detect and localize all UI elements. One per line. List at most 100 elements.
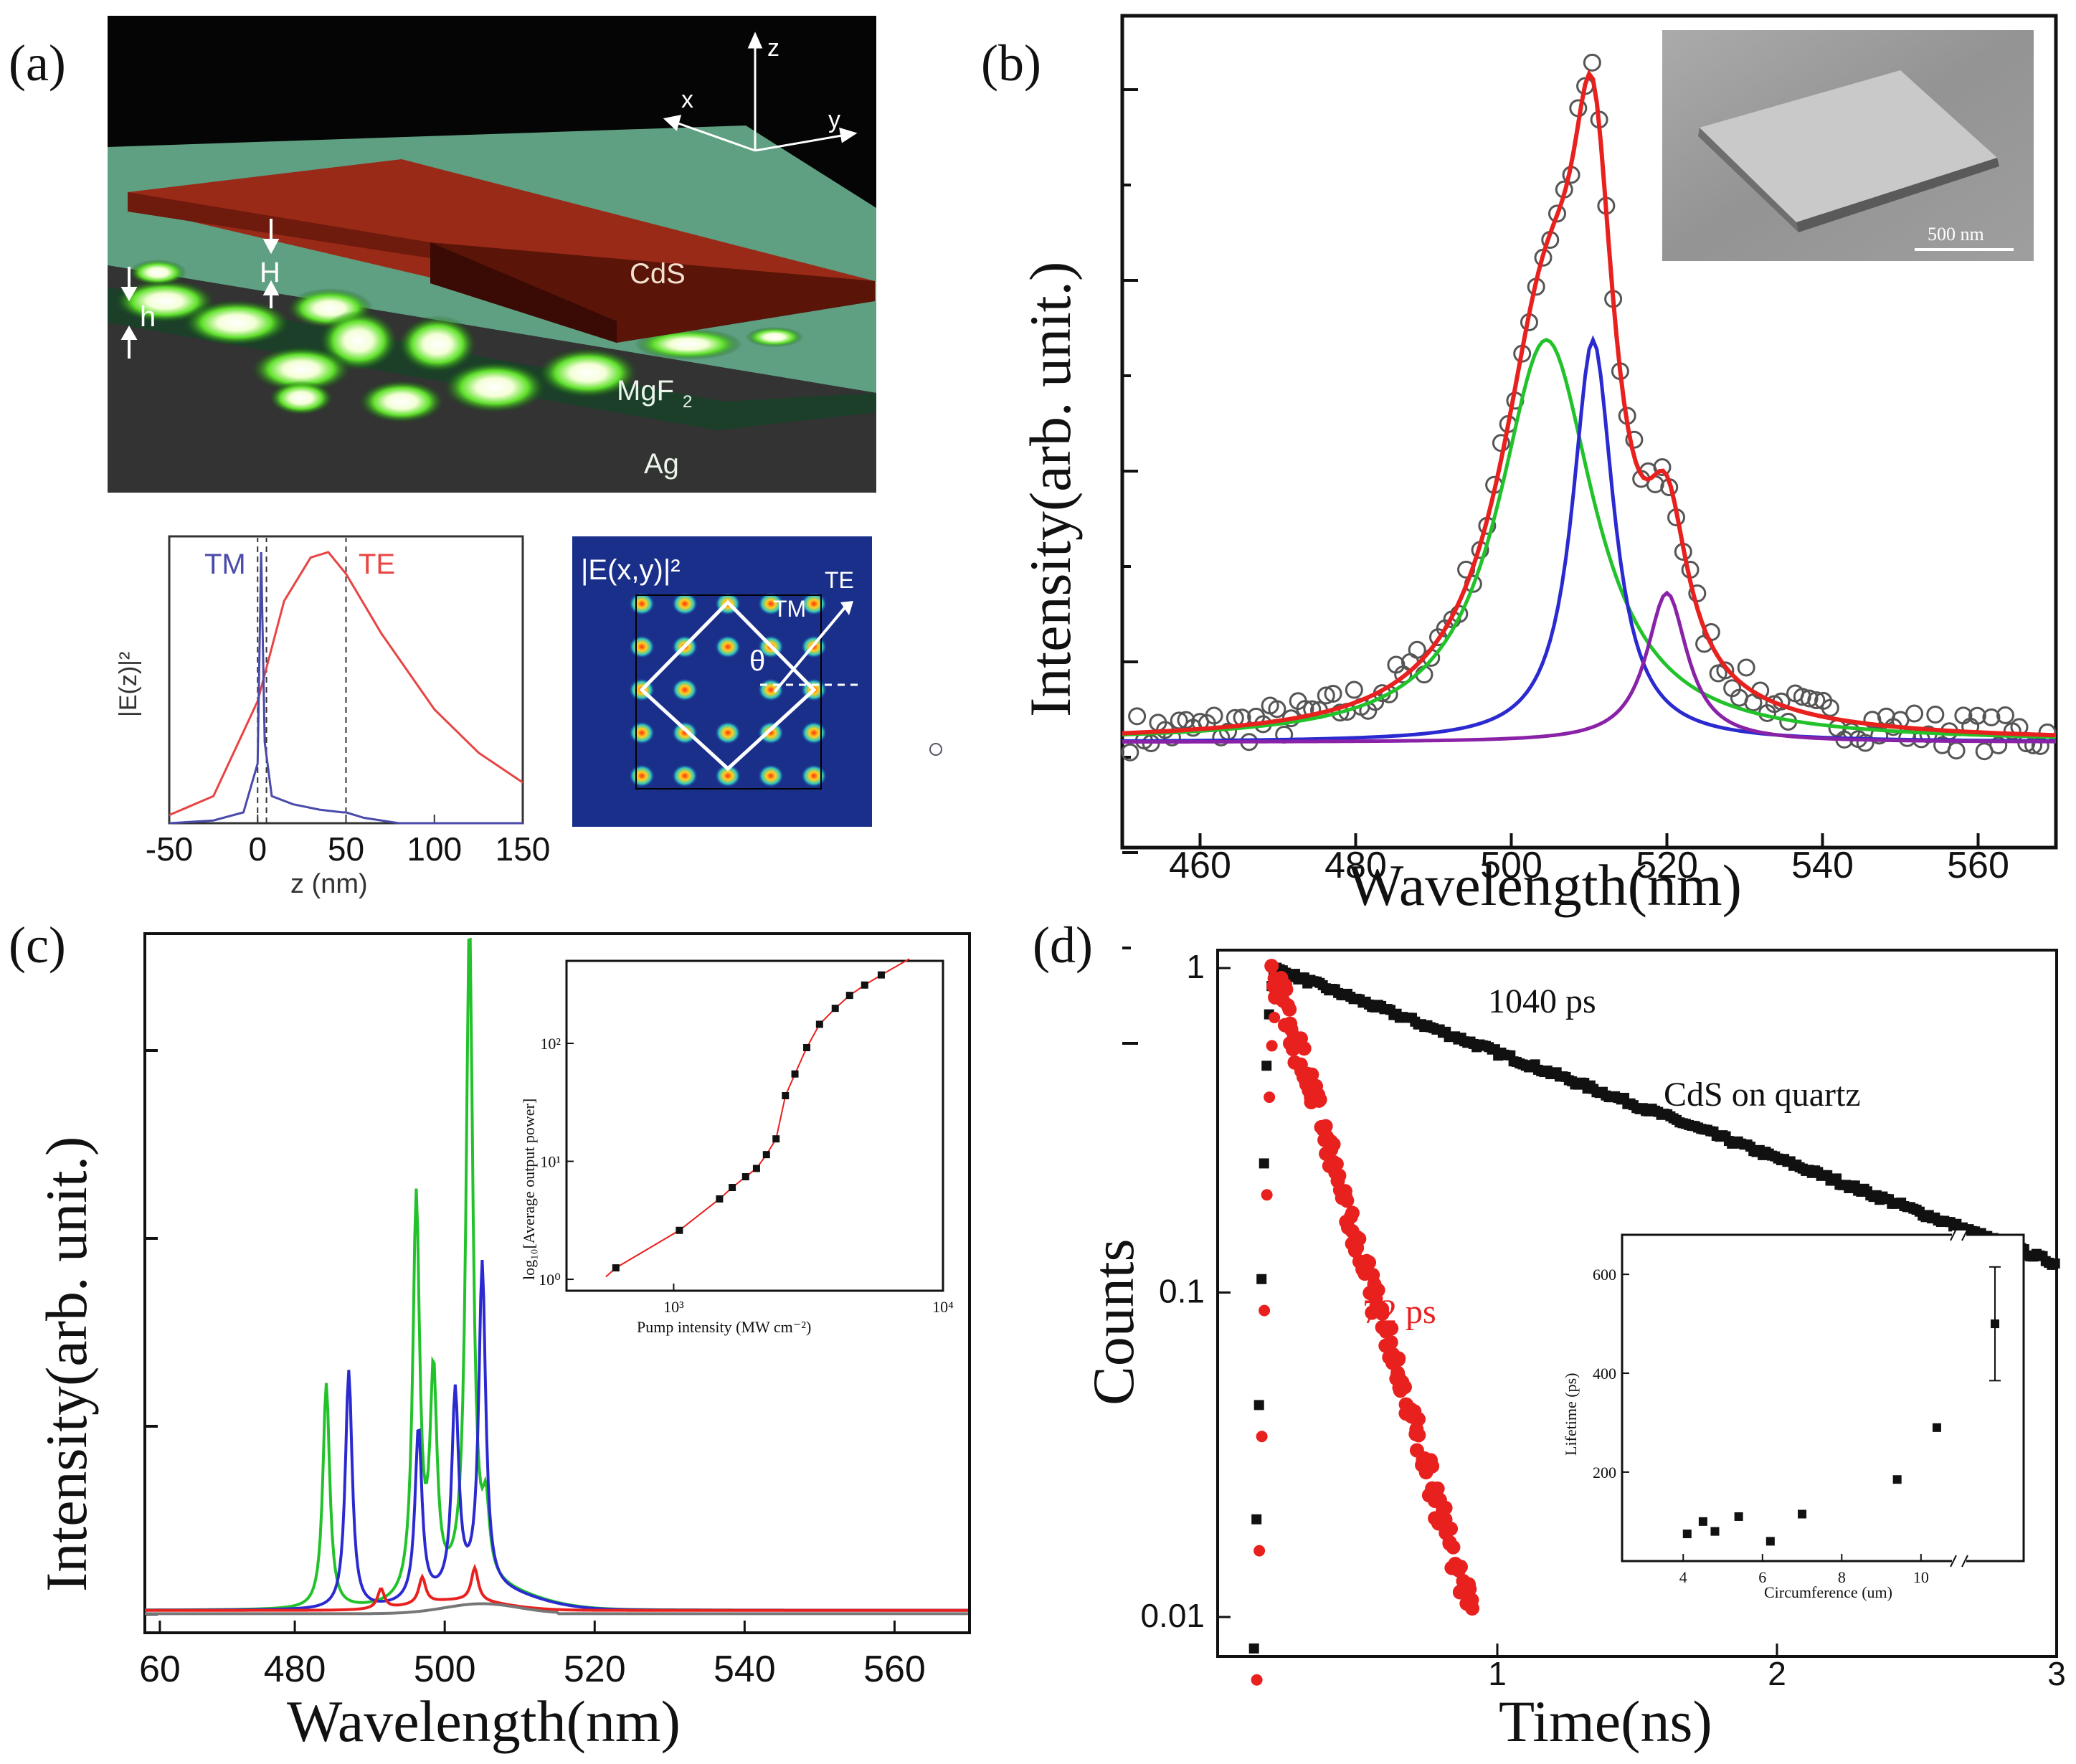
ci-point [803, 1043, 811, 1051]
c-xtick-label: 540 [714, 1649, 776, 1690]
map-hotspot [801, 764, 827, 787]
ci-point [729, 1184, 736, 1192]
map-hotspot [758, 678, 784, 701]
field-hotspots [115, 260, 803, 423]
d-red-point [1425, 1459, 1440, 1474]
c-xtick-label: 520 [564, 1649, 626, 1690]
di-point [1682, 1530, 1692, 1539]
d-red-point [1446, 1540, 1461, 1555]
di-xtick-label: 10 [1913, 1568, 1929, 1586]
b-data-point [1408, 640, 1426, 659]
c-xtick-label: 560 [863, 1649, 926, 1690]
c-inset: 10³ 10⁴ 10⁰ 10¹ 10² log₁₀[Average output pow… [520, 958, 954, 1336]
map-hotspot [672, 678, 698, 701]
ci-point [791, 1070, 799, 1078]
d-red-point [1370, 1283, 1385, 1298]
ci-point [831, 1005, 839, 1013]
d-red-point [1430, 1481, 1445, 1497]
d-red-point [1343, 1209, 1358, 1224]
di-xtick-label: 8 [1838, 1568, 1846, 1586]
panel-d-plot: 1 2 3 0.01 0.1 1 Counts Time(ns) 1040 ps CdS … [1081, 948, 2066, 1754]
sem-scale-label: 500 nm [1928, 224, 1984, 245]
map-theta: θ [749, 645, 765, 677]
d-black-point [1256, 1274, 1267, 1284]
d-red-point [1411, 1428, 1426, 1443]
d-xlabel: Time(ns) [1499, 1689, 1712, 1754]
b-fit-purple [1122, 590, 2057, 744]
b-data-point [1947, 741, 1966, 760]
d-ytick-label: 0.1 [1159, 1273, 1205, 1310]
map-title: |E(x,y)|² [581, 554, 681, 586]
c-xtick-label: 500 [414, 1649, 476, 1690]
b-data-point [1268, 700, 1286, 719]
b-data-point [1996, 706, 2014, 724]
label-mgf2: MgF [617, 375, 674, 407]
d-red-point [1462, 1582, 1477, 1597]
d-xtick-label: 1 [1488, 1655, 1507, 1692]
b-data-point [1737, 658, 1755, 677]
c-xtick-label: 60 [139, 1649, 181, 1690]
b-data-point [1800, 689, 1819, 708]
map-box [635, 594, 822, 789]
ci-point [782, 1092, 790, 1100]
ci-point [877, 971, 885, 979]
d-red-point [1251, 1674, 1263, 1686]
di-break [1961, 1228, 1968, 1241]
b-data-point [1905, 704, 1924, 723]
b-fit-green [1122, 338, 2057, 739]
d-red-point [1297, 1041, 1312, 1056]
profile-tick-label: 50 [328, 830, 364, 868]
panel-label-b: (b) [981, 34, 1041, 92]
map-hotspot [715, 764, 741, 787]
di-ytick-label: 200 [1593, 1464, 1616, 1481]
map-hotspot [629, 764, 655, 787]
legend-tm: TM [204, 549, 246, 580]
d-red-point [1256, 1431, 1268, 1443]
b-data-point [1653, 458, 1672, 477]
di-break [1961, 1555, 1968, 1568]
b-data-point [1821, 698, 1839, 717]
d-red-point [1332, 1168, 1347, 1183]
ci-point [752, 1165, 760, 1172]
d-red-point [1279, 982, 1294, 997]
c-spectrum-red [144, 1563, 968, 1612]
b-xtick-label: 480 [1324, 845, 1387, 886]
field-map: |E(x,y)|² TM TE θ [572, 536, 872, 827]
d-red-point [1340, 1193, 1355, 1208]
c-spectrum-black [145, 1602, 968, 1616]
d-red-point [1384, 1321, 1399, 1336]
te-arrow [773, 604, 848, 693]
b-data-point [1324, 684, 1342, 703]
map-hotspot [672, 721, 698, 744]
d-ylabel: Counts [1081, 1239, 1146, 1405]
ci-ytick-label: 10² [540, 1035, 561, 1053]
b-data-point [1989, 736, 2008, 754]
field-profile-plot: |E(z)|² z (nm) TM TE -50 0 50 100 150 [115, 535, 550, 899]
map-hotspot [758, 764, 784, 787]
map-hotspot [801, 721, 827, 744]
d-red-point [1352, 1231, 1367, 1246]
tm-path [639, 599, 817, 772]
label-cds: CdS [630, 258, 686, 290]
b-ylabel: Intensity(arb. unit.) [1018, 262, 1083, 717]
profile-tick-label: 100 [407, 830, 462, 868]
di-point [1892, 1475, 1902, 1484]
panel-label-d: (d) [1033, 916, 1093, 974]
di-break-gap [1952, 1557, 1966, 1565]
b-data-point [1205, 706, 1223, 725]
b-data-point [1345, 681, 1363, 699]
di-point [1710, 1527, 1720, 1536]
ci-ytick-label: 10¹ [540, 1153, 561, 1171]
ci-xtick-label: 10³ [663, 1298, 684, 1316]
d-red-point [1282, 1002, 1297, 1017]
b-xtick-label: 500 [1480, 845, 1542, 886]
ci-point [741, 1173, 749, 1181]
di-ytick-label: 400 [1593, 1365, 1616, 1383]
d-red-point [1261, 1189, 1273, 1201]
c-inset-ylabel: log₁₀[Average output power] [520, 1099, 538, 1280]
annot-1040: 1040 ps [1488, 982, 1596, 1020]
d-red-point [1383, 1334, 1398, 1350]
panel-label-c: (c) [9, 916, 66, 974]
d-black-point [1253, 1400, 1264, 1410]
coordinate-axes [663, 32, 858, 152]
